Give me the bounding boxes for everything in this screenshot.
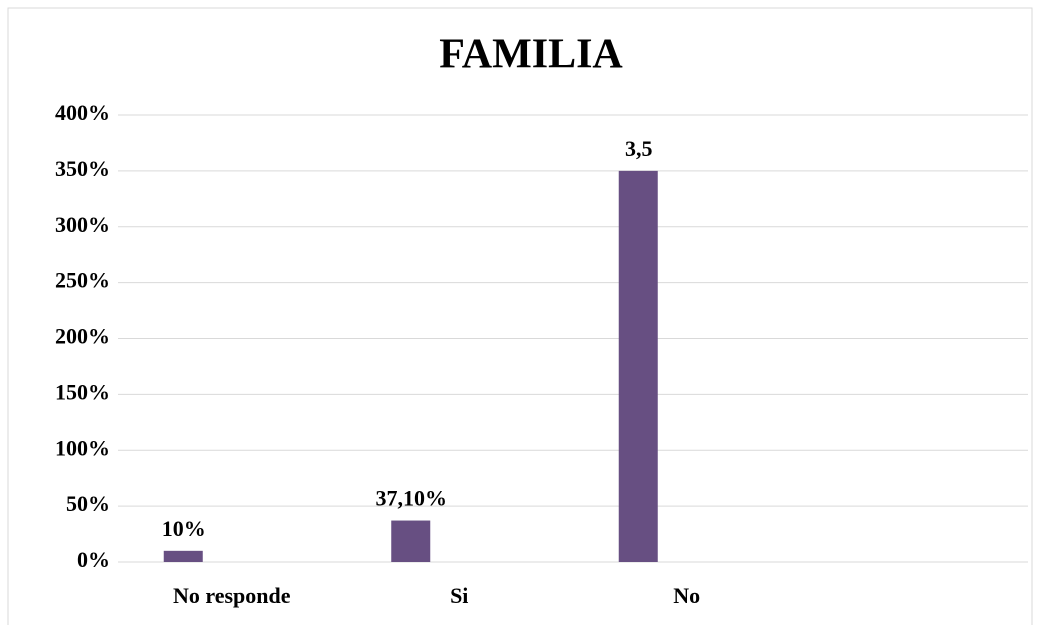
y-tick-label: 350% bbox=[55, 156, 110, 181]
x-tick-label: Si bbox=[450, 583, 468, 608]
y-tick-label: 250% bbox=[55, 268, 110, 293]
x-tick-label: No responde bbox=[173, 583, 291, 608]
data-label: 10% bbox=[162, 516, 206, 541]
y-tick-label: 200% bbox=[55, 324, 110, 349]
chart-border bbox=[7, 7, 1033, 625]
y-tick-label: 100% bbox=[55, 435, 110, 460]
data-label: 37,10% bbox=[376, 486, 448, 511]
y-tick-label: 0% bbox=[77, 547, 110, 572]
y-tick-label: 150% bbox=[55, 379, 110, 404]
bar bbox=[391, 520, 431, 562]
chart-title: FAMILIA bbox=[439, 32, 623, 78]
bar bbox=[163, 550, 203, 562]
y-tick-label: 300% bbox=[55, 212, 110, 237]
x-tick-label: No bbox=[673, 583, 700, 608]
data-label: 3,5 bbox=[625, 136, 653, 161]
y-tick-label: 50% bbox=[66, 491, 110, 516]
y-tick-label: 400% bbox=[55, 100, 110, 125]
bar bbox=[618, 170, 658, 562]
